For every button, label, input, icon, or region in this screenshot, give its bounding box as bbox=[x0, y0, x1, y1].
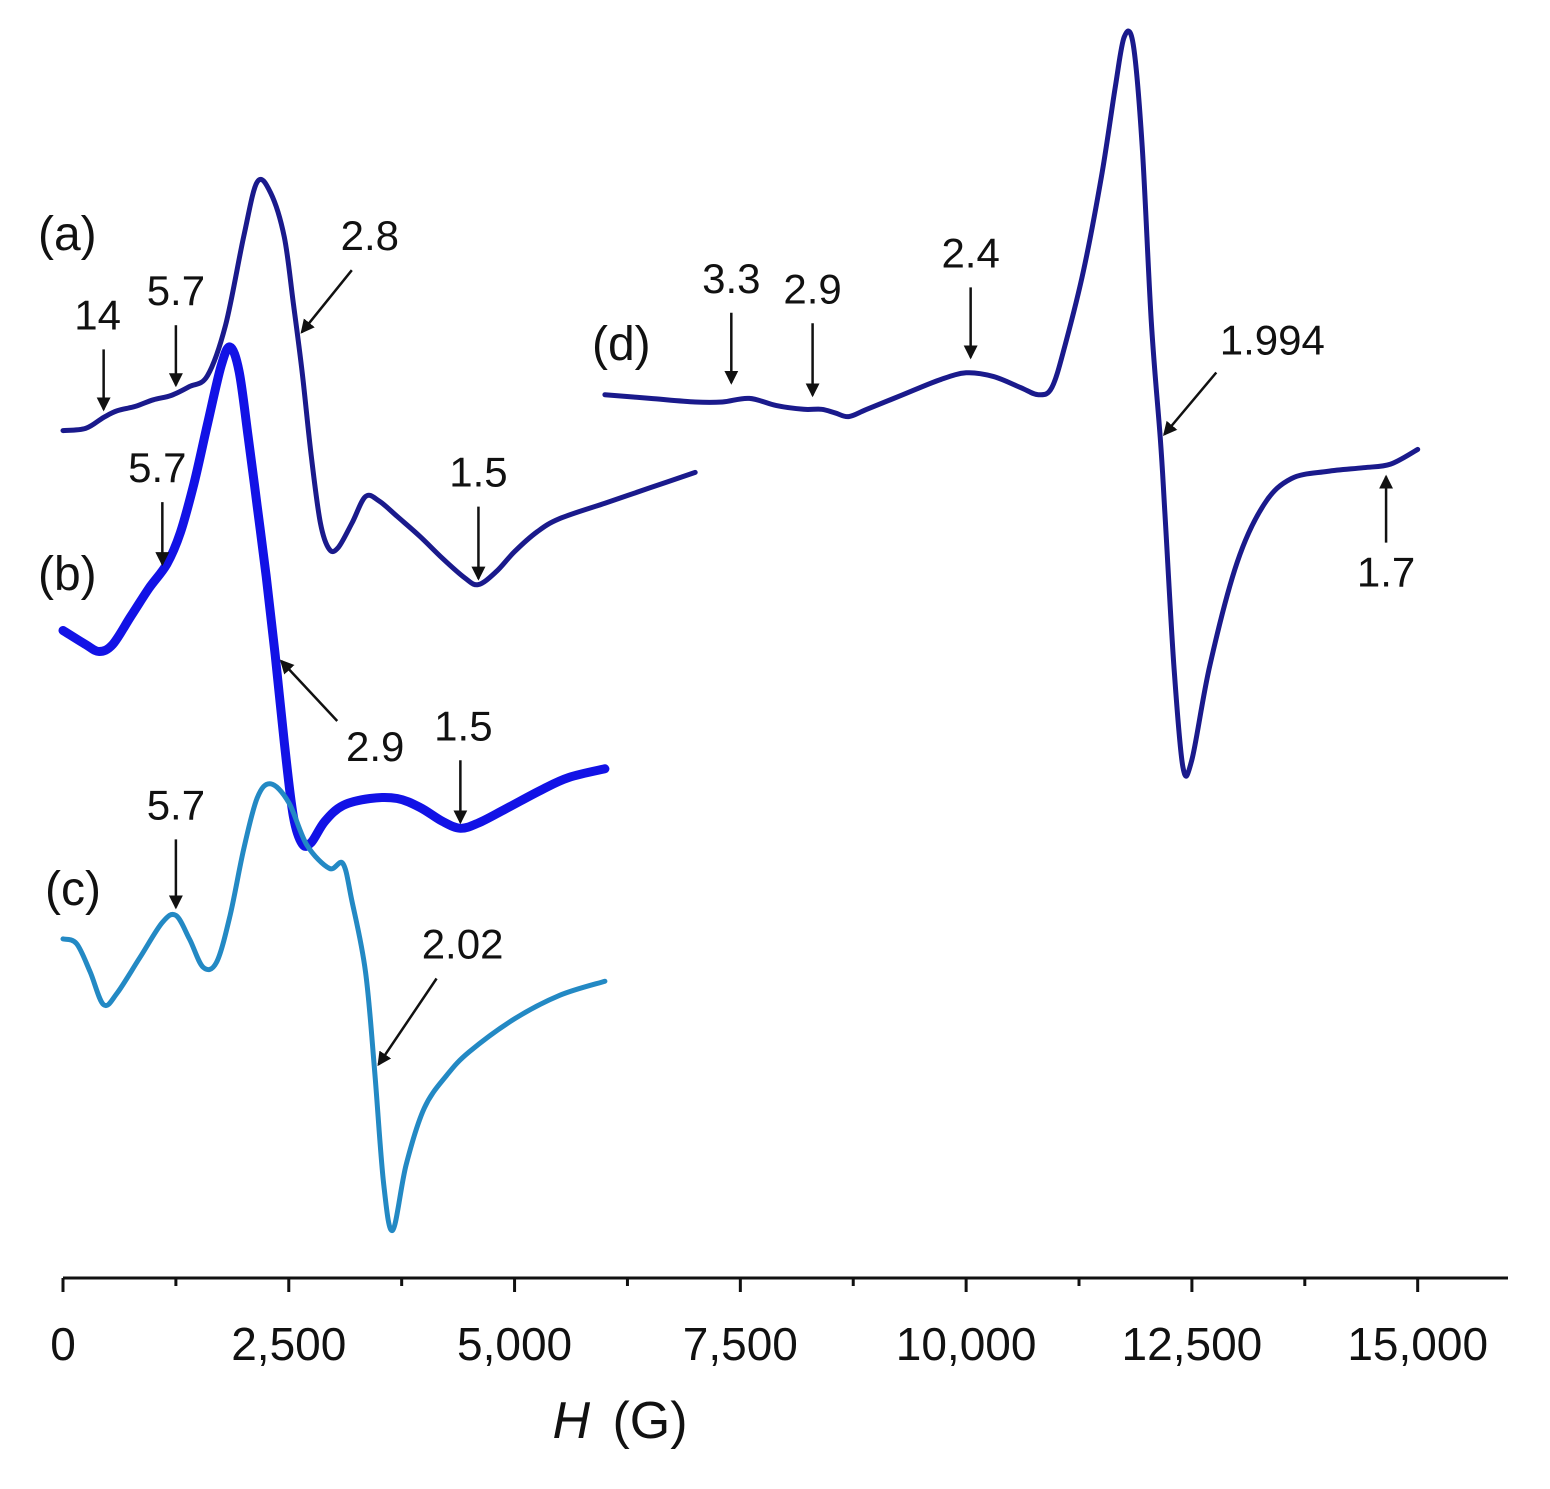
x-axis: 0 2,500 5,000 7,500 10,000 12,500 15,000 H (G) bbox=[50, 1276, 1508, 1450]
annotation-label-2: 5.7 bbox=[147, 267, 205, 314]
annotations-layer: 14 5.7 2.8 1.5 5.7 2.9 1.5 5.7 2.02 3.3 2.9 2.4 1.99… bbox=[74, 212, 1415, 1067]
curve-labels-layer: (a) (b) (c) (d) bbox=[38, 208, 651, 916]
spectrum-line-2 bbox=[58, 342, 610, 851]
annotation-label-12: 2.4 bbox=[941, 229, 999, 276]
x-tick-label-1: 0 bbox=[50, 1318, 76, 1370]
x-tick-label-3: 5,000 bbox=[457, 1318, 572, 1370]
x-axis-title-variable: H bbox=[552, 1392, 590, 1450]
annotation-arrow-13 bbox=[1163, 371, 1218, 437]
annotation-label-13: 1.994 bbox=[1220, 317, 1325, 364]
annotation-label-6: 2.9 bbox=[346, 723, 404, 770]
annotation-label-14: 1.7 bbox=[1357, 549, 1415, 596]
x-axis-title-unit: (G) bbox=[612, 1392, 687, 1450]
annotation-label-10: 3.3 bbox=[702, 255, 760, 302]
x-tick-label-5: 10,000 bbox=[896, 1318, 1037, 1370]
annotation-arrow-3 bbox=[300, 269, 353, 334]
curve-label-1: (a) bbox=[38, 208, 97, 261]
annotation-label-8: 5.7 bbox=[147, 781, 205, 828]
annotation-label-9: 2.02 bbox=[422, 921, 504, 968]
annotation-label-1: 14 bbox=[74, 291, 121, 338]
x-tick-label-7: 15,000 bbox=[1347, 1318, 1488, 1370]
spectrum-line-1 bbox=[60, 176, 698, 588]
curve-label-3: (c) bbox=[45, 863, 101, 916]
curve-label-2: (b) bbox=[38, 548, 97, 601]
annotation-label-7: 1.5 bbox=[434, 702, 492, 749]
x-tick-label-4: 7,500 bbox=[683, 1318, 798, 1370]
curve-label-4: (d) bbox=[592, 318, 651, 371]
annotation-label-3: 2.8 bbox=[341, 212, 399, 259]
annotation-label-5: 5.7 bbox=[128, 444, 186, 491]
annotation-arrow-6 bbox=[279, 659, 339, 722]
x-axis-ticks: 0 2,500 5,000 7,500 10,000 12,500 15,000 bbox=[50, 1278, 1488, 1370]
x-axis-title: H (G) bbox=[552, 1392, 687, 1450]
spectrum-line-3 bbox=[60, 781, 608, 1233]
x-tick-label-2: 2,500 bbox=[231, 1318, 346, 1370]
x-tick-label-6: 12,500 bbox=[1122, 1318, 1263, 1370]
curves-layer bbox=[58, 28, 1421, 1233]
annotation-arrow-9 bbox=[377, 977, 438, 1067]
annotation-label-11: 2.9 bbox=[783, 265, 841, 312]
spectrum-line-4 bbox=[602, 28, 1421, 779]
annotation-label-4: 1.5 bbox=[449, 449, 507, 496]
